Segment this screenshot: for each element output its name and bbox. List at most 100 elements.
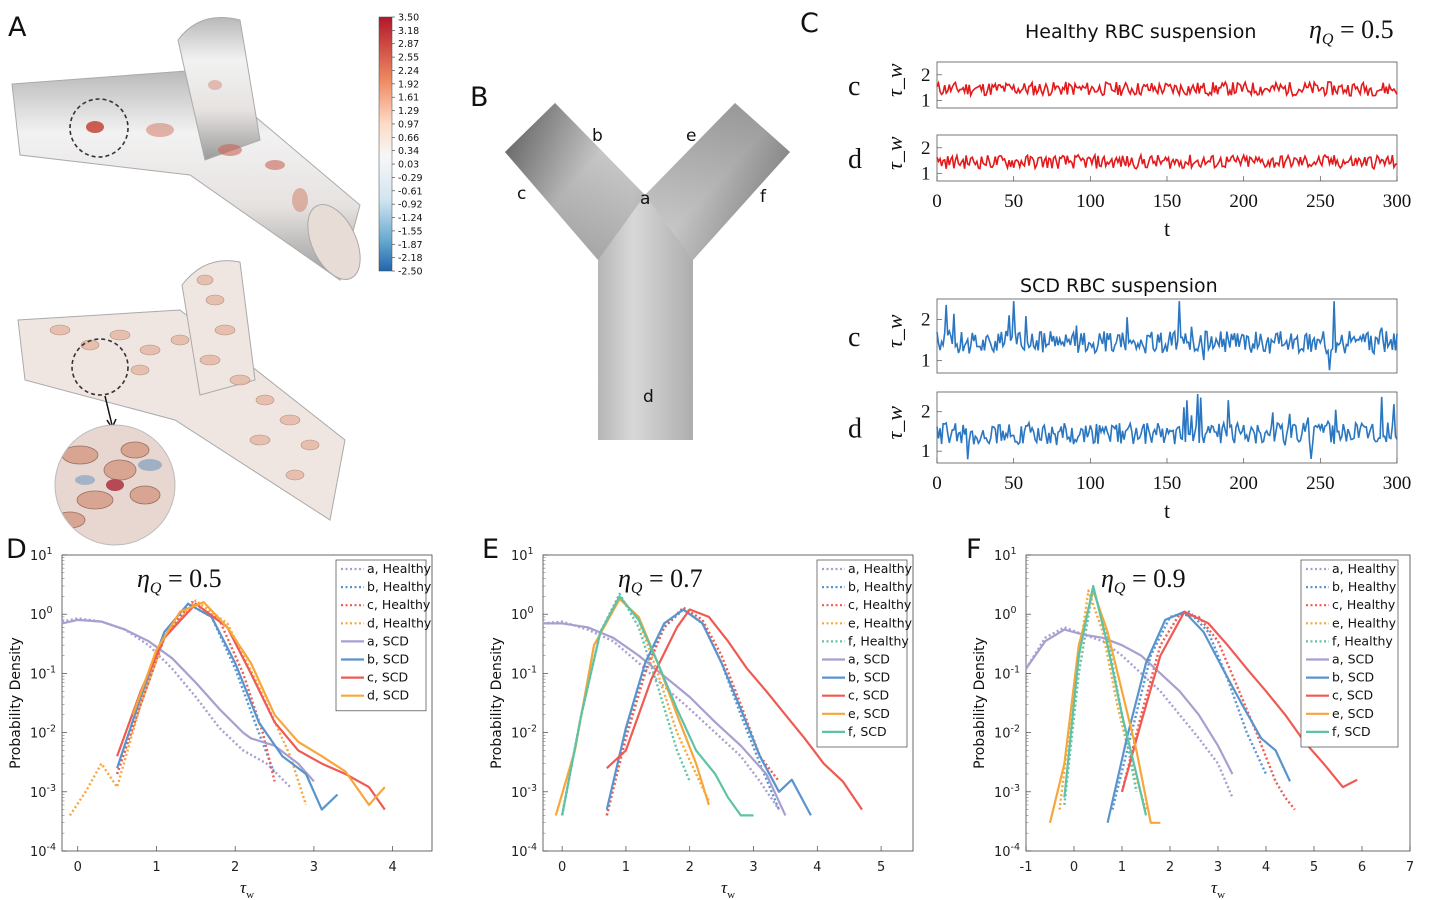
y-tick-base: 10 bbox=[994, 608, 1011, 623]
x-tick-label: 0 bbox=[1070, 860, 1078, 875]
x-label-base: τ bbox=[240, 878, 247, 897]
row-label: d bbox=[848, 144, 862, 175]
point-label-d: d bbox=[643, 387, 654, 407]
y-tick-base: 10 bbox=[994, 549, 1011, 564]
x-tick-label: 0 bbox=[558, 860, 566, 875]
x-axis-label: τw bbox=[721, 878, 735, 900]
x-label-base: τ bbox=[721, 878, 728, 897]
colorbar-tick-label: 1.61 bbox=[398, 93, 419, 104]
y-tick-exponent: -1 bbox=[528, 664, 537, 675]
y-tick-label: 1 bbox=[921, 163, 931, 184]
y-tick-exponent: -3 bbox=[1011, 783, 1020, 794]
y-tick-label: 101 bbox=[511, 546, 534, 564]
y-tick-base: 10 bbox=[511, 727, 528, 742]
timeseries-plots: 1 2 c τ_w 1 2 d τ_w 0 50 100 150 200 250 300 t 1 2 c τ_w 1 2 d… bbox=[848, 61, 1412, 523]
title-value: = 0.9 bbox=[1125, 564, 1185, 593]
y-tick-exponent: -1 bbox=[47, 664, 56, 675]
y-tick-exponent: -4 bbox=[47, 842, 56, 853]
y-axis-label: Probability Density bbox=[972, 637, 988, 769]
y-tick-exponent: 0 bbox=[1011, 605, 1017, 616]
y-axis-label: τ_w bbox=[882, 136, 907, 170]
legend-label: e, Healthy bbox=[848, 615, 913, 630]
y-tick-base: 10 bbox=[30, 549, 47, 564]
y-tick-base: 10 bbox=[511, 786, 528, 801]
y-tick-base: 10 bbox=[994, 845, 1011, 860]
x-tick-label: 0 bbox=[932, 191, 942, 212]
panel-label-e: E bbox=[482, 534, 499, 565]
vessel-wall-stress-render bbox=[11, 17, 361, 281]
series-line bbox=[1111, 610, 1268, 810]
y-tick-exponent: -4 bbox=[528, 842, 537, 853]
y-axis-label: Probability Density bbox=[8, 637, 24, 769]
legend-label: a, SCD bbox=[1332, 652, 1374, 667]
x-tick-label: 6 bbox=[1358, 860, 1366, 875]
y-tick-label: 100 bbox=[30, 605, 53, 623]
eta-label-c: ηQ = 0.5 bbox=[1309, 15, 1394, 48]
x-label-subscript: w bbox=[1217, 889, 1225, 900]
vessel-rbc-render bbox=[17, 260, 346, 546]
series-line bbox=[61, 618, 315, 783]
legend-label: e, SCD bbox=[1332, 706, 1374, 721]
series-line bbox=[1048, 589, 1161, 824]
y-axis-label: τ_w bbox=[882, 314, 907, 348]
y-tick-base: 10 bbox=[30, 786, 47, 801]
timeseries-line bbox=[936, 393, 1398, 460]
title-value: = 0.7 bbox=[642, 564, 702, 593]
x-tick-label: 2 bbox=[1166, 860, 1174, 875]
panel-label-d: D bbox=[6, 534, 27, 565]
x-tick-label: 4 bbox=[388, 860, 396, 875]
y-tick-label: 10-2 bbox=[30, 724, 56, 742]
timeseries-line bbox=[936, 152, 1398, 171]
colorbar-tick-label: 0.03 bbox=[398, 160, 419, 171]
y-tick-label: 2 bbox=[921, 402, 931, 423]
series-line bbox=[1120, 610, 1358, 793]
legend-label: a, Healthy bbox=[848, 561, 913, 576]
y-axis-label: τ_w bbox=[882, 406, 907, 440]
y-tick-exponent: -3 bbox=[528, 783, 537, 794]
panel-label-a: A bbox=[8, 12, 27, 43]
legend-label: f, SCD bbox=[848, 724, 887, 739]
x-tick-label: 1 bbox=[622, 860, 630, 875]
legend-box bbox=[816, 559, 908, 748]
colorbar-tick-label: -0.61 bbox=[398, 186, 423, 197]
y-tick-label: 10-1 bbox=[30, 664, 56, 682]
y-tick-base: 10 bbox=[994, 786, 1011, 801]
legend-label: a, SCD bbox=[848, 652, 890, 667]
x-tick-label: 5 bbox=[877, 860, 885, 875]
x-label-subscript: w bbox=[727, 889, 735, 900]
y-tick-label: 1 bbox=[921, 90, 931, 111]
x-tick-label: 3 bbox=[749, 860, 757, 875]
pdf-axes-frame bbox=[61, 554, 433, 852]
panel-label-b: B bbox=[470, 82, 489, 113]
colorbar-tick-label: -2.50 bbox=[398, 267, 423, 278]
point-label-f: f bbox=[760, 187, 767, 207]
legend-label: e, SCD bbox=[848, 706, 890, 721]
x-label-subscript: w bbox=[246, 889, 254, 900]
legend-label: c, SCD bbox=[848, 688, 889, 703]
x-tick-label: 300 bbox=[1383, 473, 1412, 494]
legend-box bbox=[1300, 559, 1399, 748]
colorbar-tick-label: 3.18 bbox=[398, 26, 419, 37]
x-tick-label: -1 bbox=[1020, 860, 1033, 875]
y-tick-exponent: -2 bbox=[47, 724, 56, 735]
series-line bbox=[1024, 626, 1234, 798]
row-label: c bbox=[848, 71, 860, 102]
x-tick-label: 200 bbox=[1229, 473, 1258, 494]
legend-label: a, Healthy bbox=[1332, 561, 1397, 576]
y-tick-label: 10-3 bbox=[30, 783, 56, 801]
colorbar-tick-label: 2.87 bbox=[398, 39, 419, 50]
y-tick-exponent: -1 bbox=[1011, 664, 1020, 675]
y-tick-base: 10 bbox=[30, 608, 47, 623]
timeseries-frame bbox=[936, 391, 1398, 464]
x-tick-label: 5 bbox=[1310, 860, 1318, 875]
title-symbol: η bbox=[1101, 564, 1114, 593]
legend-label: a, SCD bbox=[367, 633, 409, 648]
colorbar-tick-label: -1.55 bbox=[398, 226, 423, 237]
x-axis-label: t bbox=[1164, 216, 1170, 241]
x-axis-label: τw bbox=[240, 878, 254, 900]
colorbar-tick-label: -0.29 bbox=[398, 173, 423, 184]
legend-label: c, Healthy bbox=[367, 597, 431, 612]
colorbar-tick-label: 0.66 bbox=[398, 133, 419, 144]
legend-label: b, SCD bbox=[1332, 670, 1374, 685]
